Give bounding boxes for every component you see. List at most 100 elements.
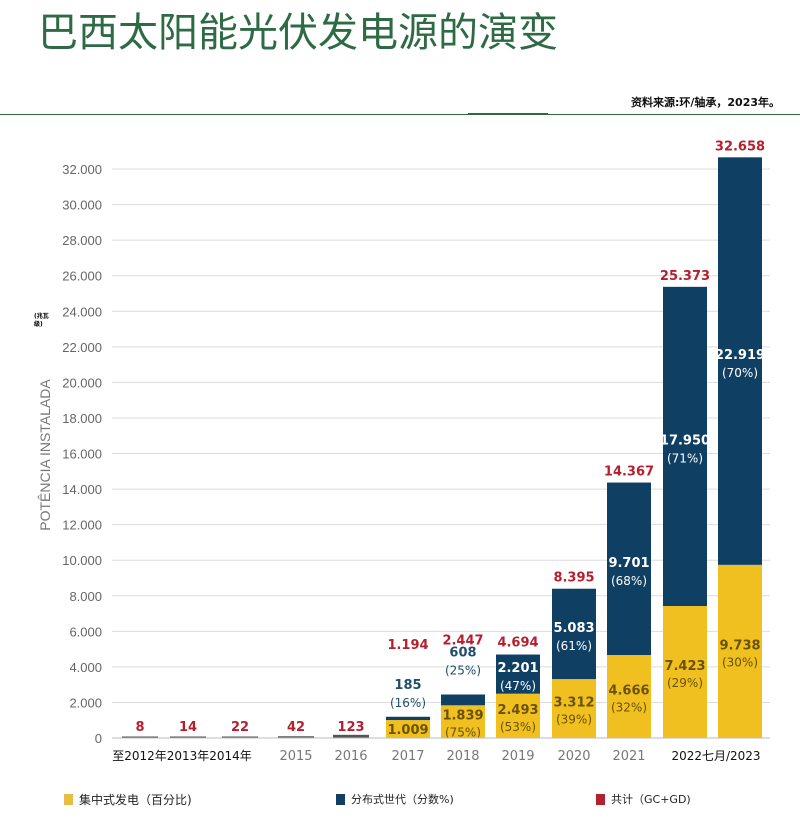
data-label-total: 25.373 [660,269,710,284]
data-label-total: 42 [287,720,305,735]
y-tick-label: 32.000 [62,162,102,177]
legend-item-gc: 集中式发电（百分比) [64,791,192,808]
data-label-centralized: 1.839 [442,709,483,724]
data-label-distributed: 17.950 [660,433,710,448]
bar-segment-centralized [441,705,485,738]
pct-label-distributed: (47%) [500,679,536,693]
y-tick-label: 4.000 [69,660,102,675]
legend-item-total: 共计（GC+GD) [596,791,691,807]
pct-label-centralized: (75%) [445,726,481,740]
bar-segment-distributed [663,286,707,607]
bar-segment-distributed [386,716,430,721]
data-label-distributed: 22.919 [715,348,765,363]
data-label-distributed: 185 [394,678,421,693]
data-label-total: 8.395 [553,571,594,586]
bar-total-small [222,736,258,738]
x-tick-label: 2018 [446,749,479,764]
data-label-total: 8 [135,720,144,735]
y-tick-label: 8.000 [69,589,102,604]
bar-segment-centralized [718,564,762,738]
legend-label: 集中式发电（百分比) [79,793,192,807]
data-label-centralized: 7.423 [664,659,705,674]
source-note: 资料来源:环/轴承，2023年。 [630,96,780,109]
data-label-total: 22 [231,720,249,735]
pct-label-centralized: (32%) [611,701,647,715]
data-label-distributed: 9.701 [608,556,649,571]
bar-segment-centralized [607,655,651,738]
data-label-total: 4.694 [497,636,538,651]
y-tick-label: 20.000 [62,375,102,390]
bar-segment-centralized [386,720,430,738]
bar-total-small [122,736,158,738]
bar-segment-distributed [552,588,596,680]
header-divider-accent [468,113,548,115]
y-tick-label: 16.000 [62,447,102,462]
y-tick-label: 28.000 [62,233,102,248]
legend-swatch [336,793,345,805]
legend-swatch [64,794,73,805]
bar-segment-distributed [496,654,540,694]
data-label-total: 14 [179,720,197,735]
pct-label-centralized: (29%) [667,676,703,690]
unit-note: (兆瓦级) [34,313,49,328]
bar-segment-centralized [663,606,707,738]
pct-label-distributed: (70%) [722,366,758,380]
data-label-distributed: 608 [449,645,476,660]
y-tick-label: 26.000 [62,269,102,284]
header-divider [0,114,800,115]
y-tick-label: 0 [95,731,102,746]
data-label-distributed: 2.201 [497,661,538,676]
y-tick-label: 2.000 [69,695,102,710]
data-label-total: 123 [337,720,364,735]
legend-label: 分布式世代（分数%) [351,793,454,806]
data-label-centralized: 9.738 [719,638,760,653]
bar-segment-distributed [718,157,762,565]
bar-total-small [170,736,206,738]
pct-label-centralized: (30%) [722,655,758,669]
y-tick-label: 10.000 [62,553,102,568]
bar-segment-centralized [496,693,540,738]
x-tick-label: 2019 [501,749,534,764]
pct-label-centralized: (53%) [500,720,536,734]
pct-label-distributed: (25%) [445,663,481,677]
legend-swatch [596,793,605,805]
data-label-total: 2.447 [442,633,483,648]
y-tick-label: 22.000 [62,340,102,355]
legend-item-gd: 分布式世代（分数%) [336,791,454,807]
y-tick-label: 12.000 [62,518,102,533]
data-label-centralized: 2.493 [497,703,538,718]
data-label-total: 1.194 [387,638,428,653]
pct-label-distributed: (61%) [556,639,592,653]
y-tick-label: 14.000 [62,482,102,497]
bar-segment-distributed [441,694,485,706]
pct-label-centralized: (39%) [556,713,592,727]
x-tick-label: 至2012年2013年2014年 [112,749,252,763]
y-tick-label: 6.000 [69,624,102,639]
x-tick-label: 2022七月/2023 [671,749,760,763]
pct-label-distributed: (68%) [611,574,647,588]
data-label-centralized: 3.312 [553,696,594,711]
y-tick-label: 24.000 [62,304,102,319]
data-label-total: 32.658 [715,139,765,154]
pct-label-distributed: (16%) [390,696,426,710]
y-axis-label: POTÊNCIA INSTALADA [37,379,53,531]
x-tick-label: 2015 [279,749,312,764]
x-tick-label: 2021 [612,749,645,764]
x-tick-label: 2016 [334,749,367,764]
bar-segment-distributed [607,482,651,656]
chart-title: 巴西太阳能光伏发电源的演变 [38,10,558,56]
data-label-centralized: 1.009 [387,723,428,738]
y-tick-label: 30.000 [62,198,102,213]
bar-segment-centralized [552,679,596,738]
y-tick-label: 18.000 [62,411,102,426]
data-label-total: 14.367 [604,465,654,480]
legend-label: 共计（GC+GD) [611,793,691,806]
pct-label-distributed: (71%) [667,451,703,465]
x-tick-label: 2020 [557,749,590,764]
data-label-distributed: 5.083 [553,621,594,636]
x-tick-label: 2017 [391,749,424,764]
bar-total-small [278,736,314,738]
bar-total-small [333,734,369,738]
data-label-centralized: 4.666 [608,684,649,699]
